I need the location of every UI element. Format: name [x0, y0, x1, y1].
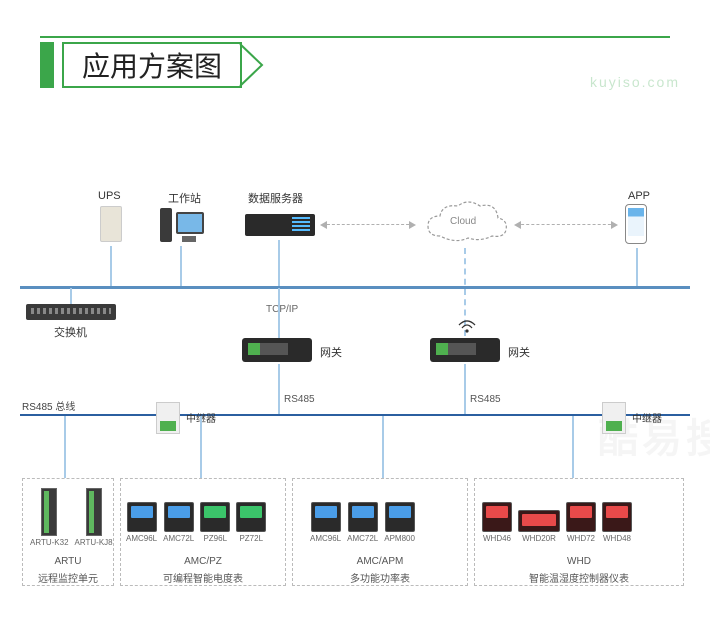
chevron-right-icon: [238, 42, 284, 88]
device-pz96l: PZ96L: [203, 534, 227, 543]
switch-label: 交换机: [54, 324, 87, 340]
rs485-label-2: RS485: [470, 394, 501, 405]
artu-code: ARTU: [22, 556, 114, 567]
rs485-bus-line: [20, 414, 690, 416]
drop-switch: [70, 288, 72, 304]
drop-g3: [382, 416, 384, 478]
rs485-bus-label: RS485 总线: [22, 398, 75, 413]
drop-g2: [200, 416, 202, 478]
amcpz-code: AMC/PZ: [120, 556, 286, 567]
drop-workstation: [180, 246, 182, 286]
tcpip-label: TCP/IP: [266, 304, 298, 315]
whd-code: WHD: [474, 556, 684, 567]
server-icon: [245, 214, 315, 236]
device-amc72l-2: AMC72L: [347, 534, 378, 543]
gateway1-label: 网关: [320, 344, 342, 360]
header-rule: [40, 36, 670, 38]
device-apm800: APM800: [384, 534, 415, 543]
repeater2-icon: [602, 402, 626, 434]
drop-ups: [110, 246, 112, 286]
amcpz-title: 可编程智能电度表: [120, 570, 286, 585]
link-cloud-app: [516, 224, 616, 225]
device-amc72l: AMC72L: [163, 534, 194, 543]
device-artu-kj8: ARTU-KJ8: [75, 538, 113, 547]
workstation-label: 工作站: [168, 190, 201, 206]
repeater1-icon: [156, 402, 180, 434]
drop-server: [278, 240, 280, 286]
drop-g1: [64, 416, 66, 478]
header-accent-bar: [40, 42, 54, 88]
wifi-icon: [458, 320, 476, 334]
gateway2-label: 网关: [508, 344, 530, 360]
amcapm-code: AMC/APM: [292, 556, 468, 567]
device-whd72: WHD72: [567, 534, 595, 543]
whd-devices: WHD46 WHD20R WHD72 WHD48: [482, 502, 632, 543]
device-pz72l: PZ72L: [239, 534, 263, 543]
device-whd48: WHD48: [603, 534, 631, 543]
server-label: 数据服务器: [248, 190, 303, 206]
network-diagram: UPS 工作站 数据服务器 Cloud APP 交换机 TCP/IP 网关 网关…: [20, 176, 690, 616]
artu-devices: ARTU-K32 ARTU-KJ8: [30, 488, 113, 547]
drop-g4: [572, 416, 574, 478]
drop-gw1: [278, 288, 280, 338]
header: 应用方案图: [40, 36, 710, 96]
artu-title: 远程监控单元: [22, 570, 114, 585]
device-artu-k32: ARTU-K32: [30, 538, 69, 547]
whd-title: 智能温湿度控制器仪表: [474, 570, 684, 585]
device-whd20r: WHD20R: [522, 534, 556, 543]
gw2-down: [464, 364, 466, 414]
device-amc96l-2: AMC96L: [310, 534, 341, 543]
gw1-down: [278, 364, 280, 414]
drop-app: [636, 248, 638, 286]
app-label: APP: [628, 190, 650, 202]
lan-bus-line: [20, 286, 690, 289]
ups-label: UPS: [98, 190, 121, 202]
device-whd46: WHD46: [483, 534, 511, 543]
link-server-cloud: [322, 224, 414, 225]
workstation-icon: [160, 206, 204, 242]
gateway2-icon: [430, 338, 500, 362]
ups-icon: [100, 206, 122, 242]
cloud-label: Cloud: [450, 216, 476, 227]
rs485-label-1: RS485: [284, 394, 315, 405]
repeater2-label: 中继器: [632, 410, 662, 425]
switch-icon: [26, 304, 116, 320]
phone-icon: [625, 204, 647, 244]
device-amc96l: AMC96L: [126, 534, 157, 543]
gateway1-icon: [242, 338, 312, 362]
amcpz-devices: AMC96L AMC72L PZ96L PZ72L: [126, 502, 266, 543]
page-title: 应用方案图: [62, 42, 242, 88]
amcapm-devices: AMC96L AMC72L APM800: [310, 502, 415, 543]
amcapm-title: 多功能功率表: [292, 570, 468, 585]
